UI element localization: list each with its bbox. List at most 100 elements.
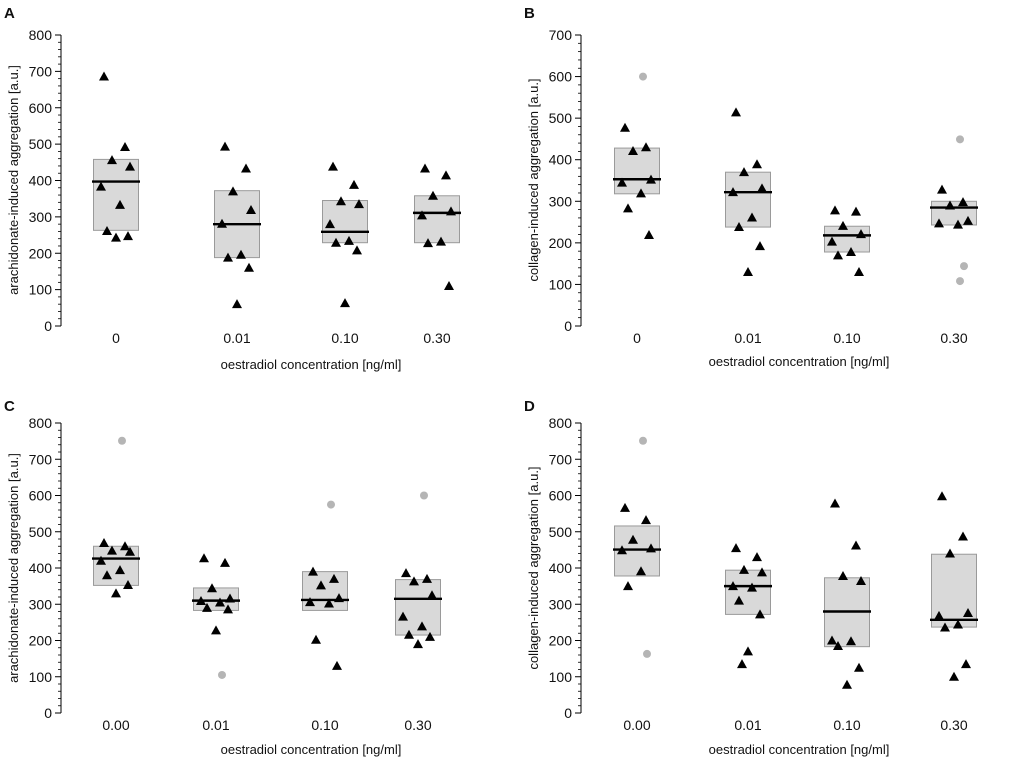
panel-d-data-point bbox=[757, 567, 767, 577]
panel-b: B collagen-induced aggregation [a.u.] oe… bbox=[524, 5, 978, 369]
panel-a-y-tick-label: 300 bbox=[29, 209, 53, 225]
panel-b-data-point bbox=[620, 122, 630, 132]
panel-d-data-point bbox=[958, 531, 968, 541]
panel-b-data-point bbox=[743, 266, 753, 276]
panel-b-y-axis-title: collagen-induced aggregation [a.u.] bbox=[526, 78, 541, 281]
panel-d-data-point bbox=[755, 609, 765, 619]
panel-b-data-point bbox=[963, 215, 973, 225]
panel-d-x-tick-label: 0.10 bbox=[833, 717, 860, 733]
panel-b-box bbox=[725, 171, 771, 228]
panel-c-y-tick-label: 100 bbox=[29, 669, 53, 685]
panel-d: D collagen-induced aggregation [a.u.] oe… bbox=[524, 398, 978, 757]
panel-d-data-point bbox=[739, 564, 749, 574]
panel-d-data-point bbox=[623, 581, 633, 591]
panel-a-x-tick-label: 0.10 bbox=[331, 330, 358, 346]
panel-c-data-point bbox=[120, 541, 130, 551]
panel-c-y-tick-label: 600 bbox=[29, 488, 53, 504]
panel-d-data-point bbox=[636, 566, 646, 576]
panel-c-data-point bbox=[311, 634, 321, 644]
panel-a-y-tick-label: 800 bbox=[29, 27, 53, 43]
panel-d-y-tick-label: 700 bbox=[549, 451, 573, 467]
panel-c-data-point bbox=[125, 546, 135, 556]
panel-a-data-point bbox=[125, 161, 135, 171]
panel-b-data-point bbox=[830, 205, 840, 215]
panel-a-data-point bbox=[444, 280, 454, 290]
panel-c-label: C bbox=[4, 398, 15, 415]
panel-d-data-point bbox=[752, 552, 762, 562]
panel-b-label: B bbox=[524, 5, 535, 22]
panel-b-data-point bbox=[945, 200, 955, 210]
panel-b-data-point bbox=[827, 236, 837, 246]
panel-b-outlier-point bbox=[639, 72, 647, 81]
panel-c-data-point bbox=[107, 545, 117, 555]
panel-c-data-point bbox=[404, 629, 414, 639]
panel-c-data-point bbox=[422, 573, 432, 583]
panel-b-data-point bbox=[739, 167, 749, 177]
panel-a-y-tick-label: 600 bbox=[29, 100, 53, 116]
panel-c-data-point bbox=[123, 580, 133, 590]
panel-b-outlier-point bbox=[956, 135, 964, 144]
panel-a-data-point bbox=[96, 181, 106, 191]
panel-a-data-point bbox=[111, 232, 121, 242]
panel-a-data-point bbox=[336, 196, 346, 206]
panel-c-data-point bbox=[334, 593, 344, 603]
panel-c-data-point bbox=[425, 631, 435, 641]
panel-b-data-point bbox=[641, 142, 651, 152]
panel-c-data-point bbox=[99, 537, 109, 547]
panel-b-outlier-point bbox=[956, 277, 964, 286]
panel-b-data-point bbox=[752, 159, 762, 169]
panel-a-x-tick-label: 0.30 bbox=[423, 330, 450, 346]
panel-b-data-point bbox=[934, 218, 944, 228]
panel-b-x-tick-label: 0.10 bbox=[833, 330, 860, 346]
panel-c-data-point bbox=[329, 573, 339, 583]
panel-d-data-point bbox=[851, 540, 861, 550]
panel-b-data-point bbox=[646, 174, 656, 184]
panel-a-x-tick-label: 0 bbox=[112, 330, 120, 346]
panel-c-outlier-point bbox=[118, 436, 126, 445]
panel-a-y-axis-title: arachidonate-induced aggregation [a.u.] bbox=[6, 65, 21, 295]
panel-c-outlier-point bbox=[218, 670, 226, 679]
panel-a-data-point bbox=[246, 204, 256, 214]
panel-b-data-point bbox=[937, 184, 947, 194]
panel-c-data-point bbox=[102, 570, 112, 580]
panel-b-data-point bbox=[747, 212, 757, 222]
panel-c-x-axis-title: oestradiol concentration [ng/ml] bbox=[221, 742, 402, 757]
panel-c-data-point bbox=[199, 553, 209, 563]
panel-a-data-point bbox=[328, 161, 338, 171]
panel-a-data-point bbox=[102, 226, 112, 236]
panel-b-y-tick-label: 300 bbox=[549, 193, 573, 209]
panel-c-data-point bbox=[308, 566, 318, 576]
panel-d-y-tick-label: 0 bbox=[564, 705, 572, 721]
panel-a-data-point bbox=[228, 186, 238, 196]
panel-c-y-tick-label: 200 bbox=[29, 633, 53, 649]
panel-a-data-point bbox=[420, 163, 430, 173]
panel-b-x-tick-label: 0.01 bbox=[734, 330, 761, 346]
panel-a-data-point bbox=[428, 190, 438, 200]
panel-d-plot-area: 0 100 200 300 400 500 600 700 800 0.00 0.01 0.10 0.3… bbox=[549, 415, 978, 733]
panel-c-data-point bbox=[96, 555, 106, 565]
panel-a-data-point bbox=[107, 155, 117, 165]
panel-c-data-point bbox=[111, 588, 121, 598]
panel-b-data-point bbox=[628, 145, 638, 155]
panel-b-plot-area: 0 100 200 300 400 500 600 700 0 0.01 0.10 0.30 bbox=[549, 27, 978, 346]
panel-d-data-point bbox=[734, 595, 744, 605]
panel-a-box bbox=[93, 158, 139, 231]
panel-c-data-point bbox=[196, 595, 206, 605]
panel-b-y-tick-label: 100 bbox=[549, 276, 573, 292]
panel-a-data-point bbox=[446, 206, 456, 216]
panel-a-data-point bbox=[340, 298, 350, 308]
panel-d-outlier-point bbox=[639, 436, 647, 445]
panel-d-y-tick-label: 800 bbox=[549, 415, 573, 431]
panel-a-data-point bbox=[436, 236, 446, 246]
panel-a-data-point bbox=[241, 163, 251, 173]
panel-b-data-point bbox=[757, 183, 767, 193]
panel-d-y-tick-label: 300 bbox=[549, 596, 573, 612]
panel-c-outlier-point bbox=[327, 500, 335, 509]
panel-c-y-tick-label: 300 bbox=[29, 596, 53, 612]
panel-b-data-point bbox=[755, 241, 765, 251]
panel-d-outlier-point bbox=[643, 649, 651, 658]
panel-d-data-point bbox=[963, 607, 973, 617]
panel-b-y-tick-label: 700 bbox=[549, 27, 573, 43]
panel-a-data-point bbox=[123, 231, 133, 241]
panel-d-data-point bbox=[937, 491, 947, 501]
